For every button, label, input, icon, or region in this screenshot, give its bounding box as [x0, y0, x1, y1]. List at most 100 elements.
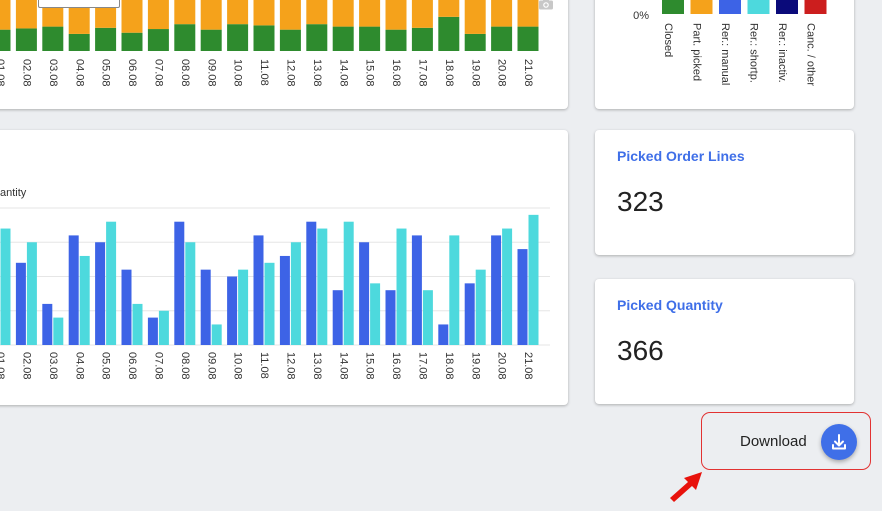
bar-series2-13.08 — [317, 228, 328, 345]
bar-closed-14.08 — [332, 26, 354, 51]
x-tick-label: 21.08 — [522, 59, 534, 87]
bar-series2-18.08 — [449, 235, 460, 345]
legend-card: 0% Closed Part. picked Rer.: manual Rer.: sh… — [595, 0, 854, 109]
bar-closed-21.08 — [517, 26, 539, 51]
bar-series2-02.08 — [26, 242, 37, 345]
bar-part-picked-09.08 — [200, 0, 222, 30]
x-tick-label: 09.08 — [205, 352, 217, 380]
bar-part-picked-20.08 — [491, 0, 513, 27]
x-tick-label: 17.08 — [416, 59, 428, 87]
bar-series1-02.08 — [15, 262, 26, 345]
bar-series1-21.08 — [517, 249, 528, 345]
bar-part-picked-10.08 — [227, 0, 249, 25]
x-tick-label: 11.08 — [258, 352, 270, 379]
bar-part-picked-17.08 — [411, 0, 433, 28]
x-tick-label: 13.08 — [311, 59, 323, 87]
x-tick-label: 20.08 — [496, 352, 508, 380]
legend-label-3: Rer.: manual — [719, 23, 731, 85]
x-tick-label: 05.08 — [100, 352, 112, 380]
bar-series1-08.08 — [174, 221, 185, 345]
bar-part-picked-15.08 — [359, 0, 381, 27]
bar-closed-12.08 — [279, 29, 301, 51]
quantity-chart-card: antity 01.08 02.08 03.08 04.08 05.08 06.08 07.… — [0, 130, 568, 405]
chart-tooltip: 02.08.24 — [38, 0, 120, 8]
x-tick-label: 19.08 — [469, 352, 481, 380]
legend-label-1: Closed — [662, 23, 674, 57]
bar-series2-21.08 — [528, 214, 539, 345]
bar-closed-20.08 — [491, 26, 513, 51]
pointer-arrow-icon — [670, 472, 702, 502]
download-label[interactable]: Download — [740, 433, 807, 450]
bar-series1-11.08 — [253, 235, 264, 345]
legend-label-2: Part. picked — [691, 23, 703, 81]
bar-series1-19.08 — [464, 283, 475, 345]
legend-swatch-2 — [690, 0, 713, 14]
x-tick-label: 14.08 — [337, 59, 349, 87]
bar-series1-20.08 — [491, 235, 502, 345]
x-tick-label: 10.08 — [232, 59, 244, 87]
bar-series1-16.08 — [385, 290, 396, 345]
bar-series1-15.08 — [359, 242, 370, 345]
legend-swatch-3 — [719, 0, 741, 14]
bar-series2-14.08 — [343, 221, 354, 345]
bar-series1-04.08 — [68, 235, 79, 345]
x-tick-label: 14.08 — [337, 352, 349, 380]
x-tick-label: 21.08 — [522, 352, 534, 380]
bar-closed-04.08 — [68, 33, 90, 51]
x-tick-label: 07.08 — [152, 59, 164, 87]
bar-series2-05.08 — [106, 221, 117, 345]
legend-swatch-4 — [747, 0, 770, 14]
bar-closed-18.08 — [438, 16, 460, 51]
bar-series1-07.08 — [147, 317, 158, 345]
quantity-chart: 01.08 02.08 03.08 04.08 05.08 06.08 07.08 08.08… — [0, 207, 550, 380]
bar-series1-10.08 — [227, 276, 238, 345]
legend-label-4: Rer.: shortp. — [748, 23, 760, 83]
download-button[interactable] — [821, 424, 857, 460]
picked-quantity-value: 366 — [617, 335, 664, 366]
bar-series1-17.08 — [411, 235, 422, 345]
x-tick-label: 18.08 — [443, 59, 455, 87]
x-tick-label: 02.08 — [20, 352, 32, 380]
bar-series2-17.08 — [422, 290, 433, 345]
x-tick-label: 16.08 — [390, 352, 402, 380]
x-tick-label: 06.08 — [126, 59, 138, 87]
x-tick-label: 12.08 — [284, 59, 296, 87]
camera-icon[interactable] — [538, 0, 554, 10]
legend-swatch-5 — [776, 0, 798, 14]
x-tick-label: 16.08 — [390, 59, 402, 87]
x-tick-label: 17.08 — [416, 352, 428, 380]
x-tick-label: 07.08 — [152, 352, 164, 380]
x-tick-label: 01.08 — [0, 59, 6, 87]
bar-closed-15.08 — [359, 26, 381, 51]
bar-series1-12.08 — [279, 255, 290, 345]
bar-part-picked-12.08 — [279, 0, 301, 30]
bar-closed-09.08 — [200, 29, 222, 51]
bar-closed-02.08 — [15, 28, 37, 51]
order-status-chart-card: 01.08 02.08 03.08 04.08 05.08 06.08 07.08 08.08… — [0, 0, 568, 109]
bar-part-picked-08.08 — [174, 0, 196, 25]
x-tick-label: 08.08 — [179, 352, 191, 380]
bar-series2-20.08 — [502, 228, 513, 345]
bar-series2-11.08 — [264, 262, 275, 345]
bar-closed-08.08 — [174, 24, 196, 51]
bar-series1-05.08 — [95, 242, 106, 345]
x-tick-label: 10.08 — [232, 352, 244, 380]
bar-series2-10.08 — [238, 269, 249, 345]
bar-part-picked-01.08 — [0, 0, 11, 30]
picked-order-lines-title: Picked Order Lines — [617, 148, 745, 164]
download-highlight: Download — [701, 412, 871, 470]
bar-series2-03.08 — [53, 317, 64, 345]
bar-part-picked-21.08 — [517, 0, 539, 27]
bar-series2-04.08 — [79, 255, 90, 345]
x-tick-label: 01.08 — [0, 352, 6, 380]
bar-closed-17.08 — [411, 27, 433, 51]
bar-part-picked-16.08 — [385, 0, 407, 30]
x-tick-label: 20.08 — [496, 59, 508, 87]
bar-series1-03.08 — [42, 303, 53, 345]
bar-part-picked-07.08 — [147, 0, 169, 30]
bar-series1-14.08 — [332, 290, 343, 345]
bar-part-picked-02.08 — [15, 0, 37, 29]
x-tick-label: 13.08 — [311, 352, 323, 380]
bar-closed-16.08 — [385, 29, 407, 51]
x-tick-label: 02.08 — [20, 59, 32, 87]
